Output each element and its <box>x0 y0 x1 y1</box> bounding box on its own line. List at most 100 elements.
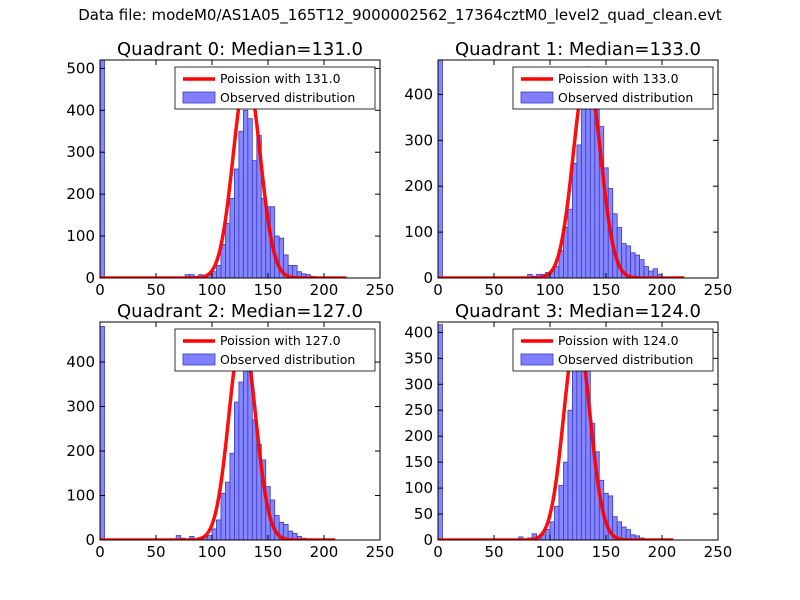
x-tick-label: 100 <box>536 281 565 299</box>
legend-bar-swatch <box>182 353 216 366</box>
histogram-bar <box>225 223 231 278</box>
y-tick-label: 300 <box>404 375 433 393</box>
x-tick-label: 250 <box>366 543 395 561</box>
y-tick-label: 400 <box>66 353 95 371</box>
legend-line-label: Poission with 133.0 <box>558 71 679 86</box>
legend: Poission with 124.0 Observed distribution <box>512 328 714 372</box>
y-tick-label: 400 <box>404 323 433 341</box>
figure-suptitle: Data file: modeM0/AS1A05_165T12_90000025… <box>78 6 722 24</box>
y-tick-label: 200 <box>66 185 95 203</box>
x-tick-label: 0 <box>95 281 105 299</box>
histogram-bar <box>634 254 640 278</box>
quadrant-1-data <box>438 60 685 278</box>
x-tick-label: 100 <box>536 543 565 561</box>
y-tick-label: 200 <box>404 177 433 195</box>
histogram-bar <box>242 357 249 540</box>
legend-line-label: Poission with 131.0 <box>220 71 341 86</box>
axes-frame <box>437 321 719 541</box>
axes-frame <box>99 59 381 279</box>
y-tick-label: 0 <box>85 269 95 287</box>
histogram-bar <box>567 409 573 540</box>
y-tick-label: 0 <box>423 531 433 549</box>
histogram-bar <box>251 419 258 540</box>
histogram-bar <box>639 259 645 278</box>
quadrant-1-plot: 0 50 100 150 200 250 0 100 200 300 400 Quadrant 1: … <box>404 39 732 299</box>
y-tick-label: 200 <box>404 427 433 445</box>
histogram-bar <box>225 481 231 540</box>
legend-bar-label: Observed distribution <box>558 352 693 367</box>
y-tick-label: 500 <box>66 59 95 77</box>
quadrant-2-plot: 0 50 100 150 200 250 0 100 200 300 400 Quadrant 2: … <box>66 301 394 561</box>
x-tick-label: 50 <box>484 543 503 561</box>
x-tick-label: 200 <box>310 543 339 561</box>
histogram-bar <box>233 401 240 540</box>
histogram-bar <box>207 535 213 540</box>
y-tick-label: 300 <box>404 131 433 149</box>
histogram-bar <box>220 492 226 540</box>
y-tick-label: 0 <box>85 531 95 549</box>
x-tick-label: 200 <box>310 281 339 299</box>
histogram-bar <box>216 265 222 278</box>
y-tick-label: 50 <box>414 505 433 523</box>
y-tick-label: 250 <box>404 401 433 419</box>
axes-frame <box>99 321 381 541</box>
quadrant-title: Quadrant 0: Median=131.0 <box>117 39 363 60</box>
legend-bar-swatch <box>182 91 216 104</box>
histogram-bar <box>175 535 182 540</box>
histogram-bar <box>558 485 564 540</box>
histogram-bar <box>242 109 249 278</box>
legend-bar-label: Observed distribution <box>220 90 355 105</box>
y-tick-label: 100 <box>404 479 433 497</box>
x-tick-label: 100 <box>198 543 227 561</box>
histogram-bar <box>216 519 222 540</box>
histogram-bar <box>572 347 578 540</box>
y-tick-label: 0 <box>423 269 433 287</box>
y-tick-label: 350 <box>404 349 433 367</box>
legend: Poission with 131.0 Observed distribution <box>174 66 376 110</box>
y-tick-label: 100 <box>66 227 95 245</box>
histogram-bar <box>580 89 587 278</box>
x-tick-label: 50 <box>146 543 165 561</box>
x-tick-label: 200 <box>648 281 677 299</box>
histogram-bar <box>554 505 560 540</box>
histogram-bar <box>229 197 235 278</box>
histogram-bar <box>238 130 244 278</box>
legend: Poission with 133.0 Observed distribution <box>512 66 714 110</box>
x-tick-label: 250 <box>704 281 733 299</box>
x-tick-label: 100 <box>198 281 227 299</box>
x-tick-label: 0 <box>95 543 105 561</box>
histogram-bar <box>233 168 240 278</box>
x-tick-label: 50 <box>146 281 165 299</box>
legend-bar-swatch <box>520 91 554 104</box>
histogram-bar <box>238 381 244 540</box>
histogram-bar <box>100 326 105 540</box>
x-tick-label: 150 <box>592 543 621 561</box>
y-tick-label: 300 <box>66 143 95 161</box>
x-tick-label: 150 <box>254 281 283 299</box>
histogram-bar <box>567 208 573 278</box>
histogram-bar <box>572 162 578 278</box>
quadrant-title: Quadrant 2: Median=127.0 <box>117 301 363 322</box>
x-tick-label: 50 <box>484 281 503 299</box>
legend-line-label: Poission with 124.0 <box>558 333 679 348</box>
x-tick-label: 150 <box>592 281 621 299</box>
x-tick-label: 150 <box>254 543 283 561</box>
histogram-bar <box>247 118 253 278</box>
y-tick-label: 100 <box>66 487 95 505</box>
x-tick-label: 0 <box>433 543 443 561</box>
legend-bar-swatch <box>520 353 554 366</box>
y-tick-label: 400 <box>404 85 433 103</box>
x-tick-label: 250 <box>366 281 395 299</box>
x-tick-label: 0 <box>433 281 443 299</box>
legend-bar-label: Observed distribution <box>220 352 355 367</box>
histogram-bar <box>563 461 569 540</box>
axes-frame <box>437 59 719 279</box>
quadrant-title: Quadrant 1: Median=133.0 <box>455 39 701 60</box>
histogram-bar <box>100 60 105 278</box>
x-tick-label: 250 <box>704 543 733 561</box>
histogram-bar <box>549 521 555 540</box>
y-tick-label: 150 <box>404 453 433 471</box>
quadrant-title: Quadrant 3: Median=124.0 <box>455 301 701 322</box>
legend-line-label: Poission with 127.0 <box>220 333 341 348</box>
